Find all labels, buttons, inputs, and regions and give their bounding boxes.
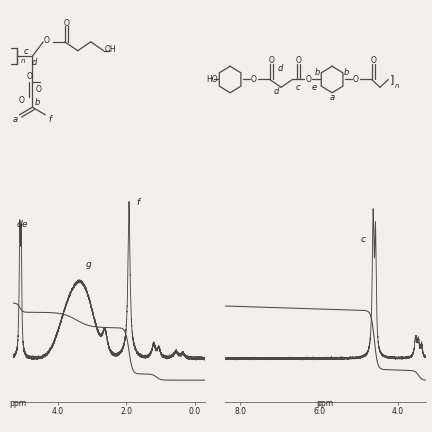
- Text: e: e: [312, 83, 317, 92]
- Text: a: a: [13, 115, 18, 124]
- Text: n: n: [394, 83, 399, 89]
- Text: n: n: [20, 57, 25, 64]
- Text: b: b: [35, 98, 41, 107]
- Text: ppm: ppm: [317, 400, 334, 408]
- Text: g: g: [86, 260, 91, 269]
- Text: ]: ]: [391, 74, 395, 85]
- Text: O: O: [305, 75, 311, 84]
- Text: O: O: [370, 56, 376, 65]
- Text: b: b: [344, 68, 349, 77]
- Text: OH: OH: [105, 45, 116, 54]
- Text: d: d: [16, 220, 22, 229]
- Text: e: e: [22, 220, 27, 229]
- Text: O: O: [64, 19, 69, 28]
- Text: O: O: [44, 36, 49, 45]
- Text: f: f: [48, 115, 51, 124]
- Text: c: c: [296, 83, 301, 92]
- Text: d: d: [277, 64, 283, 73]
- Text: a: a: [330, 93, 335, 102]
- Text: c: c: [24, 48, 28, 56]
- Text: d: d: [32, 58, 37, 67]
- Text: O: O: [19, 96, 25, 105]
- Text: O: O: [36, 85, 42, 94]
- Text: b: b: [315, 68, 320, 77]
- Text: O: O: [353, 75, 359, 84]
- Text: c: c: [361, 235, 366, 245]
- Text: O: O: [251, 75, 257, 84]
- Text: ppm: ppm: [10, 400, 27, 408]
- Text: O: O: [26, 72, 32, 81]
- Text: HO: HO: [206, 75, 218, 84]
- Text: f: f: [137, 198, 140, 207]
- Text: O: O: [268, 56, 274, 65]
- Text: d: d: [273, 87, 279, 96]
- Text: O: O: [295, 56, 301, 65]
